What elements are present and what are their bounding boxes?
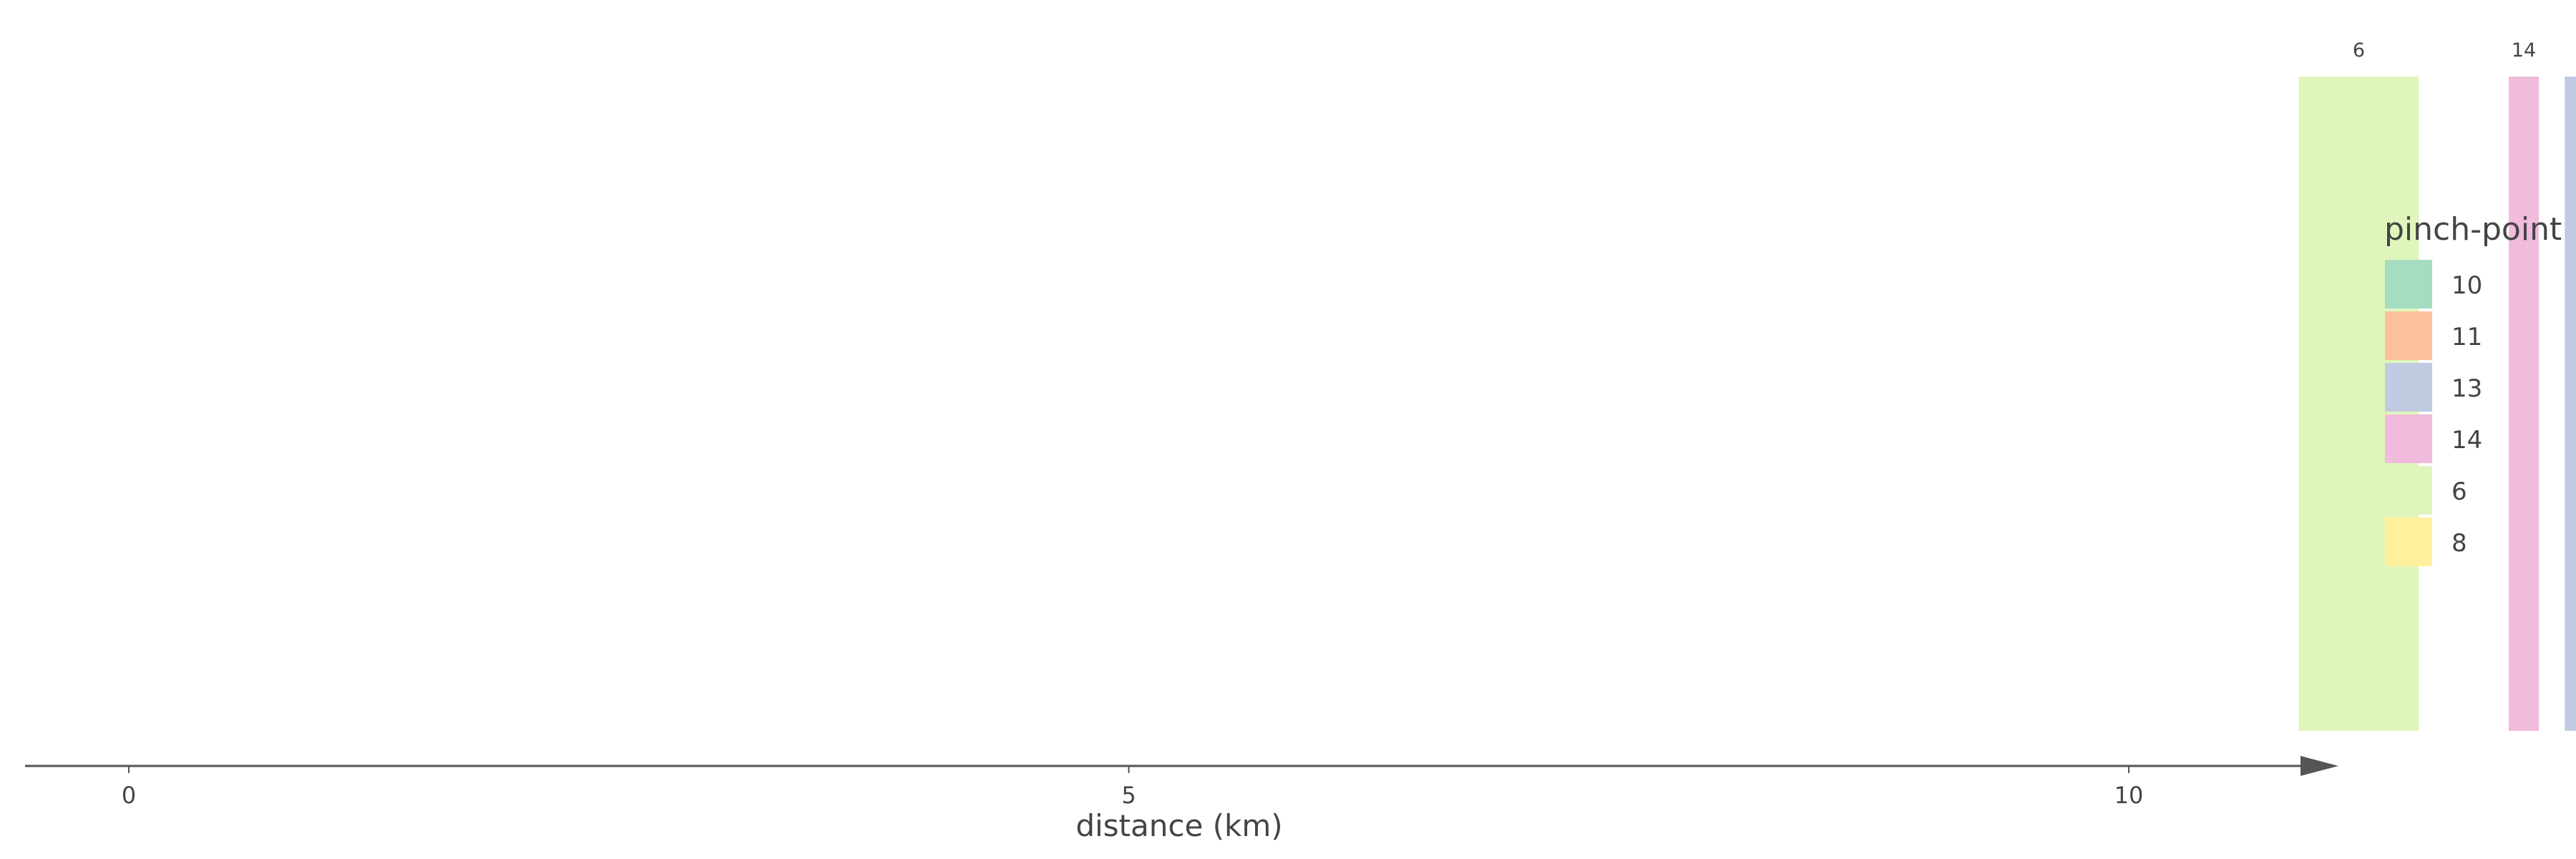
legend-swatch-13 (2385, 363, 2432, 412)
legend-title: pinch-point (2384, 211, 2562, 248)
legend-label-13: 13 (2451, 374, 2482, 403)
x-axis-ticks: 05101520 (122, 766, 2144, 809)
x-tick-label: 10 (2114, 782, 2144, 809)
legend-label-14: 14 (2451, 426, 2482, 455)
legend-label-11: 11 (2451, 323, 2482, 351)
x-axis-arrowhead (2301, 756, 2338, 776)
band-14 (2509, 77, 2539, 731)
band-label-14: 14 (2512, 39, 2536, 62)
bands-group: 6 14 13 10 8 11 (2298, 39, 2576, 731)
x-axis: 05101520 distance (km) (25, 756, 2338, 843)
x-tick-label: 0 (122, 782, 136, 809)
legend-label-8: 8 (2451, 529, 2467, 558)
legend-swatch-11 (2385, 311, 2432, 360)
legend-swatch-6 (2385, 466, 2432, 515)
legend-swatch-14 (2385, 414, 2432, 463)
band-13 (2565, 77, 2576, 731)
legend-items: 10 11 13 14 6 8 (2385, 260, 2482, 566)
legend-label-10: 10 (2451, 271, 2482, 300)
band-label-6: 6 (2353, 39, 2365, 62)
legend-label-6: 6 (2451, 477, 2467, 506)
x-axis-title: distance (km) (1075, 808, 1282, 843)
x-tick-label: 5 (1121, 782, 1136, 809)
legend: pinch-point 10 11 13 14 6 8 (2384, 211, 2562, 566)
legend-swatch-10 (2385, 260, 2432, 309)
legend-swatch-8 (2385, 518, 2432, 566)
